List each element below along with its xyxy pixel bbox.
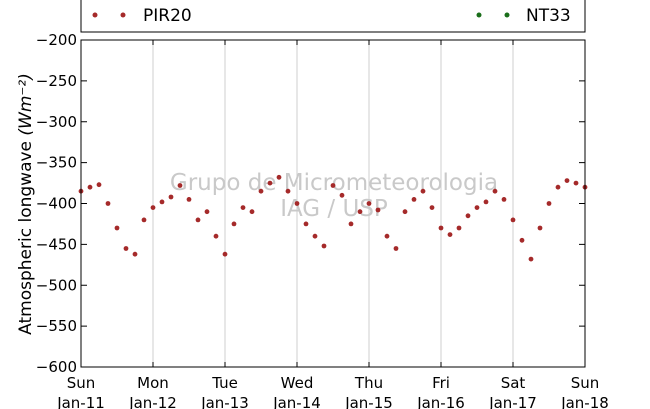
x-tick-label-date: Jan-15 (344, 394, 393, 409)
x-tick-label-date: Jan-16 (416, 394, 465, 409)
y-axis-title: Atmospheric longwave (Wm⁻²) (16, 73, 36, 335)
data-point (105, 201, 111, 206)
y-tick-label: −600 (36, 358, 77, 376)
data-point (483, 199, 489, 205)
data-point (285, 188, 291, 194)
x-tick-label-date: Jan-11 (56, 394, 105, 409)
data-point (249, 209, 255, 215)
data-point (186, 197, 192, 202)
legend: PIR20 NT33 (80, 0, 586, 33)
y-axis-title-text: Atmospheric longwave (16, 141, 36, 335)
data-point (222, 251, 228, 257)
data-point (150, 205, 156, 211)
data-point (195, 217, 201, 223)
data-point (168, 194, 174, 200)
data-point (492, 188, 498, 194)
x-tick-label-day: Fri (432, 374, 450, 392)
y-tick-label: −200 (36, 31, 77, 49)
data-point (357, 209, 363, 215)
y-tick-label: −500 (36, 276, 77, 294)
data-point (96, 182, 102, 188)
x-tick-label-day: Tue (211, 374, 238, 392)
legend-marker-nt33 (504, 12, 510, 18)
x-tick-label-date: Jan-13 (200, 394, 249, 409)
y-tick-label: −250 (36, 72, 77, 90)
x-tick-label-date: Jan-14 (272, 394, 321, 409)
y-tick-label: −550 (36, 317, 77, 335)
data-point (330, 183, 336, 188)
x-tick-label-date: Jan-17 (488, 394, 537, 409)
data-point (321, 243, 327, 249)
legend-marker-pir20 (92, 12, 98, 18)
legend-marker-pir20 (120, 12, 126, 18)
data-point (366, 201, 372, 206)
y-tick-label: −300 (36, 113, 77, 131)
x-tick-label-day: Sun (67, 374, 96, 392)
data-point (456, 225, 462, 231)
data-point (231, 221, 237, 227)
x-axis: Sun Jan-11 Mon Jan-12 Tue Jan-13 Wed Jan-14 Thu J… (56, 40, 609, 409)
y-axis: −200 −250 −300 −350 −400 −450 −500 −550 −600 (36, 31, 585, 376)
data-point (204, 209, 210, 215)
data-point (267, 180, 273, 186)
x-tick-label-day: Sat (501, 374, 526, 392)
data-point (393, 246, 399, 251)
y-axis-title-unit: (Wm⁻²) (16, 73, 36, 135)
legend-marker-nt33 (476, 12, 482, 18)
data-point (177, 183, 183, 188)
x-tick-label-day: Sun (571, 374, 600, 392)
data-point (546, 201, 552, 206)
data-point (519, 237, 525, 243)
data-point (303, 221, 309, 227)
data-point (465, 213, 471, 219)
data-point (312, 233, 318, 239)
data-point (375, 207, 381, 213)
data-point (474, 205, 480, 211)
data-point (420, 188, 426, 194)
data-point (510, 217, 516, 223)
data-point (447, 232, 453, 238)
data-point (339, 192, 345, 198)
data-point (87, 184, 93, 190)
data-points (78, 174, 588, 262)
data-point (159, 199, 165, 205)
data-point (240, 205, 246, 211)
data-point (258, 188, 264, 194)
data-point (402, 209, 408, 215)
x-tick-label-day: Mon (137, 374, 169, 392)
data-point (276, 174, 282, 180)
x-tick-label-day: Wed (281, 374, 314, 392)
watermark-line-2: IAG / USP (280, 196, 388, 222)
x-tick-label-date: Jan-12 (128, 394, 177, 409)
data-point (438, 225, 444, 231)
y-tick-label: −450 (36, 235, 77, 253)
legend-label-pir20: PIR20 (143, 6, 192, 26)
data-point (114, 225, 120, 231)
y-tick-label: −350 (36, 154, 77, 172)
legend-frame (80, 0, 586, 33)
x-tick-label-date: Jan-18 (560, 394, 609, 409)
data-point (573, 180, 579, 186)
data-point (528, 256, 534, 262)
data-point (348, 221, 354, 227)
watermark-line-1: Grupo de Micrometeorologia (170, 170, 498, 196)
x-tick-label-day: Thu (354, 374, 383, 392)
data-point (132, 251, 138, 257)
data-point (537, 225, 543, 231)
data-point (141, 217, 147, 223)
data-point (384, 233, 390, 239)
data-point (213, 233, 219, 239)
data-point (411, 197, 417, 202)
watermark: Grupo de Micrometeorologia IAG / USP (170, 170, 498, 222)
data-point (294, 201, 300, 206)
data-point (123, 246, 129, 251)
data-point (555, 184, 561, 190)
data-point (429, 205, 435, 211)
data-point (501, 197, 507, 202)
y-tick-label: −400 (36, 195, 77, 213)
data-point (564, 178, 570, 184)
legend-label-nt33: NT33 (526, 6, 571, 26)
